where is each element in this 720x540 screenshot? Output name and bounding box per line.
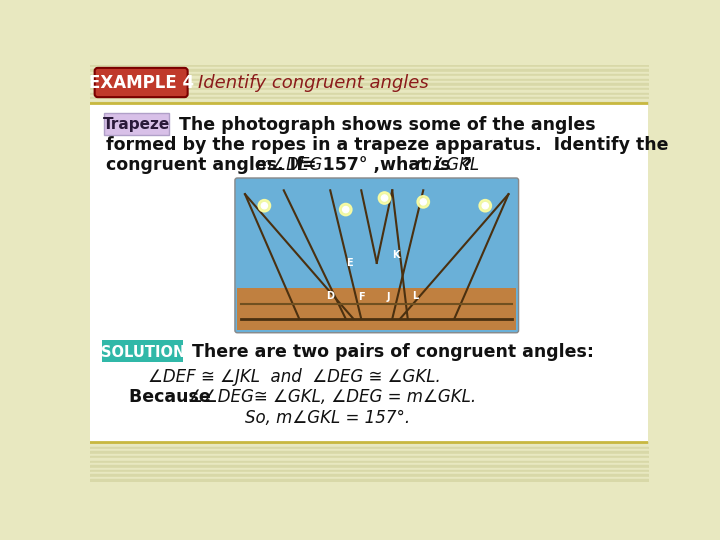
Text: L: L <box>413 291 418 301</box>
Circle shape <box>482 202 488 209</box>
Text: Because: Because <box>129 388 217 407</box>
FancyBboxPatch shape <box>102 340 183 362</box>
FancyBboxPatch shape <box>235 178 518 333</box>
Circle shape <box>382 195 387 201</box>
Text: ∠∠DEG≅ ∠GKL, ∠DEG = m∠GKL.: ∠∠DEG≅ ∠GKL, ∠DEG = m∠GKL. <box>188 388 476 407</box>
Text: The photograph shows some of the angles: The photograph shows some of the angles <box>179 116 595 134</box>
Text: There are two pairs of congruent angles:: There are two pairs of congruent angles: <box>192 343 594 361</box>
Text: Trapeze: Trapeze <box>103 117 170 132</box>
Text: formed by the ropes in a trapeze apparatus.  Identify the: formed by the ropes in a trapeze apparat… <box>106 136 668 154</box>
Circle shape <box>343 206 349 213</box>
Circle shape <box>479 200 492 212</box>
Text: F: F <box>358 292 364 302</box>
Circle shape <box>378 192 391 204</box>
FancyBboxPatch shape <box>90 103 648 442</box>
Text: D: D <box>326 291 334 301</box>
Text: EXAMPLE 4: EXAMPLE 4 <box>89 75 194 92</box>
Text: So, m∠GKL = 157°.: So, m∠GKL = 157°. <box>245 409 410 427</box>
FancyBboxPatch shape <box>94 68 188 97</box>
Circle shape <box>417 195 429 208</box>
Text: SOLUTION: SOLUTION <box>101 345 185 360</box>
Circle shape <box>340 204 352 215</box>
Text: = 157° ,what is: = 157° ,what is <box>302 156 450 174</box>
Text: ∠DEF ≅ ∠JKL  and  ∠DEG ≅ ∠GKL.: ∠DEF ≅ ∠JKL and ∠DEG ≅ ∠GKL. <box>148 368 441 386</box>
Text: ?: ? <box>462 156 472 174</box>
Circle shape <box>258 200 271 212</box>
Text: J: J <box>387 292 390 302</box>
FancyBboxPatch shape <box>104 113 169 135</box>
Text: E: E <box>346 258 353 268</box>
Text: m∠GKL: m∠GKL <box>415 156 480 174</box>
FancyBboxPatch shape <box>238 288 516 330</box>
Circle shape <box>420 199 426 205</box>
Text: Identify congruent angles: Identify congruent angles <box>199 75 429 92</box>
Text: congruent angles. If: congruent angles. If <box>106 156 310 174</box>
Text: m∠DEG: m∠DEG <box>255 156 323 174</box>
Circle shape <box>261 202 267 209</box>
Text: K: K <box>392 251 400 260</box>
